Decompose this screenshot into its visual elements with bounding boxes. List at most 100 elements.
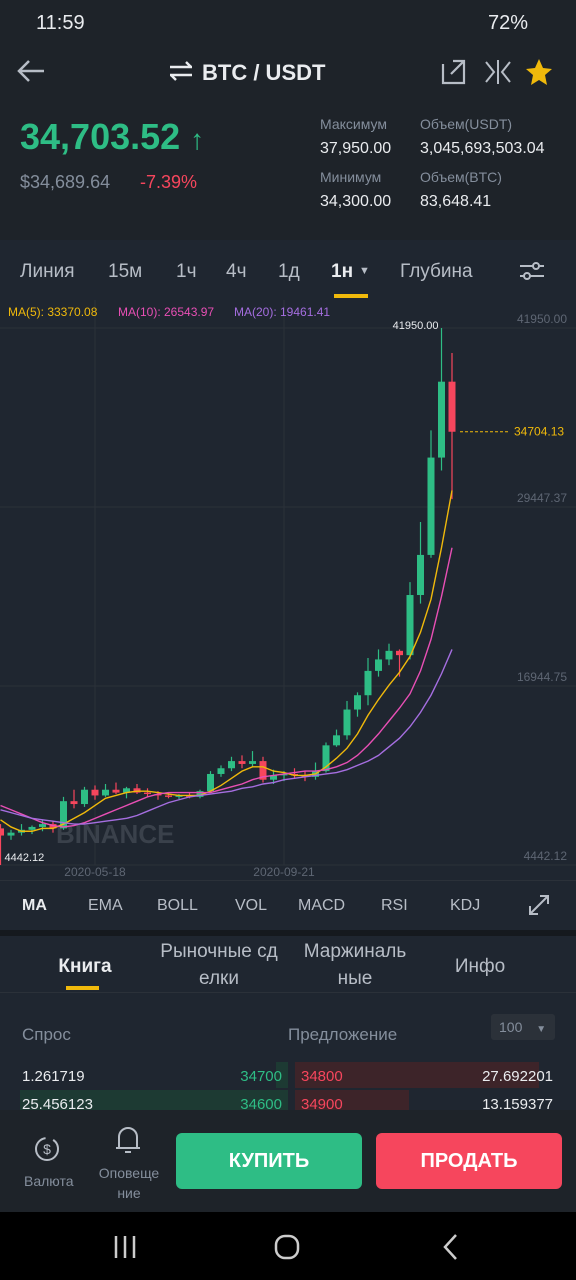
stat-label: Объем(BTC) xyxy=(420,169,502,185)
book-tab[interactable]: Маржинальные xyxy=(303,941,407,989)
last-price: 34,703.52 ↑ xyxy=(20,116,204,158)
header-area xyxy=(0,0,576,240)
bid-price: 34600 xyxy=(240,1096,282,1113)
candle-body xyxy=(60,801,67,829)
candle-body xyxy=(270,775,277,780)
candle-body xyxy=(186,795,193,797)
settings-icon[interactable] xyxy=(518,260,546,282)
stat-value: 83,648.41 xyxy=(420,193,492,210)
ask-depth-bar xyxy=(295,1090,409,1112)
bid-price: 34700 xyxy=(240,1068,282,1085)
interval-tab[interactable]: 4ч xyxy=(226,261,247,282)
candle-body xyxy=(81,789,88,805)
stat-label: Минимум xyxy=(320,169,382,185)
swap-icon[interactable] xyxy=(168,60,194,82)
interval-tab[interactable]: 1н xyxy=(331,261,354,282)
interval-tab[interactable]: 15м xyxy=(108,261,143,282)
candle-body xyxy=(7,832,15,836)
candle-body xyxy=(39,824,46,827)
indicator-tab[interactable]: KDJ xyxy=(450,897,481,914)
header-icons[interactable] xyxy=(440,58,560,86)
interval-tab[interactable]: 1д xyxy=(278,261,300,282)
sell-button[interactable]: ПРОДАТЬ xyxy=(376,1133,562,1189)
stat-value: 34,300.00 xyxy=(320,193,392,210)
ma-line xyxy=(0,649,453,825)
indicator-tab[interactable]: EMA xyxy=(88,897,123,914)
chart: 4442.12 16944.75 29447.37 41950.00 2020-05-1… xyxy=(0,300,576,879)
indicator-tab[interactable]: BOLL xyxy=(157,897,198,914)
ask-price: 34900 xyxy=(301,1096,343,1113)
y-tick-label: 16944.75 xyxy=(517,670,567,684)
indicator-tab[interactable]: VOL xyxy=(235,897,268,914)
stat-value: 37,950.00 xyxy=(320,140,392,157)
nav-buttons[interactable] xyxy=(100,1228,480,1264)
pair[interactable]: BTC / USDT xyxy=(202,60,326,85)
battery: 72% xyxy=(488,12,529,34)
usd-price: $34,689.64 xyxy=(20,172,111,192)
depth: 100 xyxy=(499,1019,523,1035)
book-underline xyxy=(66,986,99,990)
candle-body xyxy=(280,773,288,776)
book-tab[interactable]: Рыночные сделки xyxy=(160,941,278,989)
divider xyxy=(0,992,576,993)
x-tick-label: 2020-05-18 xyxy=(64,865,126,879)
ma-legend: MA(5): 33370.08 xyxy=(8,305,98,319)
stat-label: Объем(USDT) xyxy=(420,116,513,132)
candle-body xyxy=(259,761,267,780)
book-tab[interactable]: Инфо xyxy=(454,956,506,977)
ask-depth-bar xyxy=(295,1062,539,1088)
ask-amount: 13.159377 xyxy=(482,1096,553,1113)
indicator-tab[interactable]: RSI xyxy=(381,897,408,914)
stat-value: 3,045,693,503.04 xyxy=(420,140,545,157)
book-tab[interactable]: Книга xyxy=(58,956,112,977)
candle-body xyxy=(448,381,456,432)
price: 34,703.52 xyxy=(20,116,181,157)
depth-select[interactable]: 100 ▼ xyxy=(491,1014,555,1040)
candle-body xyxy=(396,650,403,656)
candle-body xyxy=(28,826,36,830)
ask-amount: 27.692201 xyxy=(482,1068,553,1085)
active-underline xyxy=(334,294,368,298)
candle-body xyxy=(144,792,151,795)
candle-body xyxy=(322,745,330,772)
clock: 11:59 xyxy=(36,12,85,34)
candle-body xyxy=(385,650,393,660)
candle-body xyxy=(207,773,214,792)
last-price-label: 34704.13 xyxy=(514,425,564,439)
interval-tab[interactable]: Линия xyxy=(20,261,75,282)
candle-body xyxy=(133,788,141,793)
interval-tab[interactable]: Глубина xyxy=(400,261,473,282)
candle-body xyxy=(375,659,382,671)
caret: ▼ xyxy=(536,1024,547,1035)
candle-body xyxy=(438,381,445,458)
bid-amount: 1.261719 xyxy=(22,1068,85,1085)
ma-line xyxy=(0,547,453,828)
candle-body xyxy=(217,768,225,774)
candle-body xyxy=(165,795,172,797)
ask-header: Предложение xyxy=(288,1025,398,1044)
expand-icon[interactable] xyxy=(528,894,550,916)
currency-label[interactable]: Валюта xyxy=(24,1173,74,1189)
candle-body xyxy=(417,554,424,596)
buy-button[interactable]: КУПИТЬ xyxy=(176,1133,362,1189)
ma-line xyxy=(0,490,453,832)
candle-body xyxy=(70,801,78,805)
ask-price: 34800 xyxy=(301,1068,343,1085)
interval-tab[interactable]: 1ч xyxy=(176,261,197,282)
candle-body xyxy=(354,695,361,710)
candle-body xyxy=(427,457,435,555)
svg-text:$: $ xyxy=(43,1141,51,1157)
back[interactable] xyxy=(16,58,46,84)
nav-bar xyxy=(0,1212,576,1280)
candle-body xyxy=(91,789,99,796)
divider xyxy=(0,880,576,881)
alerts-label[interactable]: Оповещение xyxy=(98,1165,160,1201)
high-label: 41950.00 xyxy=(393,320,439,332)
currency-icon[interactable]: $ xyxy=(32,1134,62,1164)
indicator-tab[interactable]: MA xyxy=(22,897,47,914)
indicator-tab[interactable]: MACD xyxy=(298,897,346,914)
candle-body xyxy=(333,735,340,746)
bell-icon[interactable] xyxy=(113,1124,143,1156)
change: -7.39% xyxy=(140,172,198,192)
